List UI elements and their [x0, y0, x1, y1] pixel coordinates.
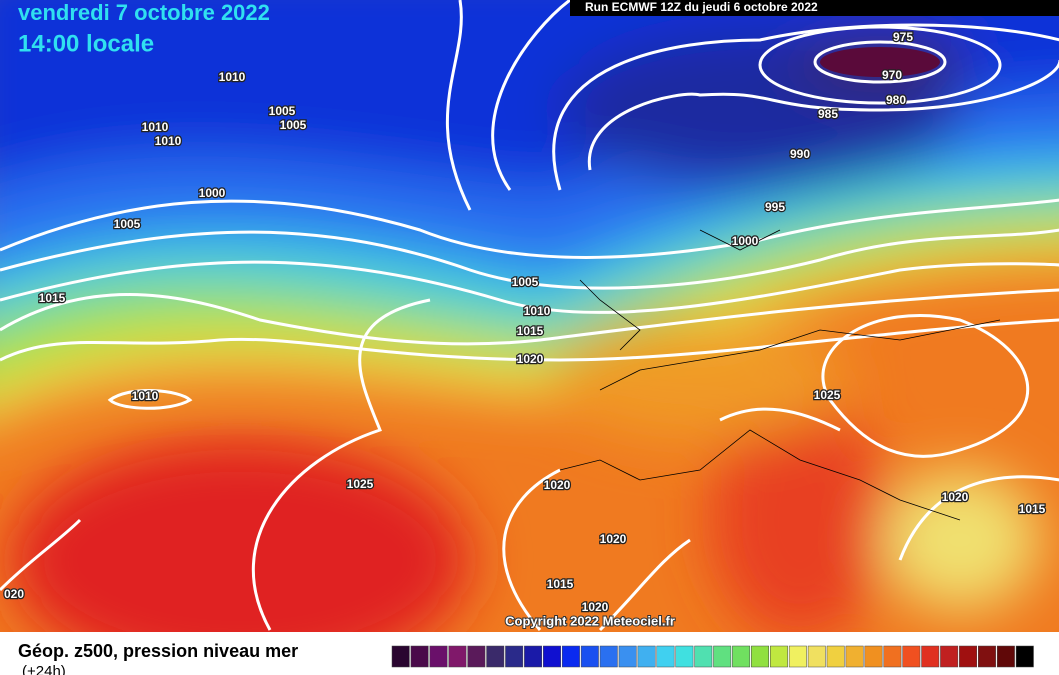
scale-swatch	[902, 645, 921, 668]
isobar-label: 1015	[39, 291, 66, 305]
run-info: Run ECMWF 12Z du jeudi 6 octobre 2022	[585, 0, 818, 14]
isobar-label: 1015	[517, 324, 544, 338]
scale-swatch	[467, 645, 486, 668]
time: 14:00 locale	[18, 30, 154, 57]
scale-swatch	[694, 645, 713, 668]
isobar-label: 1010	[524, 304, 551, 318]
scale-swatch	[391, 645, 410, 668]
scale-swatch	[751, 645, 769, 668]
isobar-label: 1015	[547, 577, 574, 591]
isobar-label: 020	[4, 587, 24, 601]
scale-swatch	[883, 645, 902, 668]
scale-swatch	[656, 645, 675, 668]
scale-swatch	[599, 645, 618, 668]
scale-swatch	[978, 645, 996, 668]
isobar-label: 1020	[544, 478, 571, 492]
scale-swatch	[486, 645, 505, 668]
isobar-label: 1020	[600, 532, 627, 546]
scale-swatch	[561, 645, 580, 668]
scale-swatch	[769, 645, 788, 668]
run-banner	[570, 0, 1059, 16]
isobar-label: 1010	[219, 70, 246, 84]
isobar-label: 1005	[512, 275, 539, 289]
scale-swatch	[429, 645, 448, 668]
scale-swatch	[826, 645, 845, 668]
isobar-label: 1005	[269, 104, 296, 118]
copyright: Copyright 2022 Meteociel.fr	[505, 613, 675, 628]
isobar-label: 1020	[582, 600, 609, 614]
isobar-label: 990	[790, 147, 810, 161]
scale-swatch	[940, 645, 959, 668]
isobar-label: 1015	[1019, 502, 1046, 516]
isobar-label: 1005	[280, 118, 307, 132]
isobar-label: 1000	[199, 186, 226, 200]
isobar-label: 975	[893, 30, 913, 44]
scale-swatch	[845, 645, 864, 668]
scale-swatch	[732, 645, 751, 668]
scale-swatch	[1015, 645, 1034, 668]
color-scale	[391, 645, 1034, 668]
isobar-label: 970	[882, 68, 902, 82]
isobar-label: 980	[886, 93, 906, 107]
legend-title: Géop. z500, pression niveau mer	[18, 641, 298, 661]
scale-swatch	[410, 645, 429, 668]
isobar-label: 1025	[814, 388, 841, 402]
scale-swatch	[524, 645, 543, 668]
isobar-label: 1010	[155, 134, 182, 148]
date: vendredi 7 octobre 2022	[18, 0, 270, 25]
scale-swatch	[713, 645, 732, 668]
isobar-label: 985	[818, 107, 838, 121]
scale-swatch	[807, 645, 826, 668]
isobar-label: 1025	[347, 477, 374, 491]
isobar-label: 1000	[732, 234, 759, 248]
isobar-labels: 1010100510051010101010001005101510109759…	[3, 29, 1047, 616]
isobar-label: 995	[765, 200, 785, 214]
isobar-label: 1020	[942, 490, 969, 504]
isobar-label: 1020	[517, 352, 544, 366]
scale-swatch	[959, 645, 978, 668]
scale-swatch	[543, 645, 561, 668]
scale-swatch	[637, 645, 656, 668]
scale-swatch	[996, 645, 1015, 668]
scale-swatch	[864, 645, 883, 668]
scale-swatch	[580, 645, 599, 668]
scale-swatch	[788, 645, 807, 668]
isobar-label: 1010	[142, 120, 169, 134]
scale-swatch	[921, 645, 940, 668]
legend-subtitle: (+24h)	[22, 663, 66, 675]
isobar-label: 1005	[114, 217, 141, 231]
scale-swatch	[675, 645, 694, 668]
isobar-label: 1010	[132, 389, 159, 403]
scale-swatch	[618, 645, 637, 668]
scale-swatch	[448, 645, 467, 668]
scale-swatch	[505, 645, 524, 668]
